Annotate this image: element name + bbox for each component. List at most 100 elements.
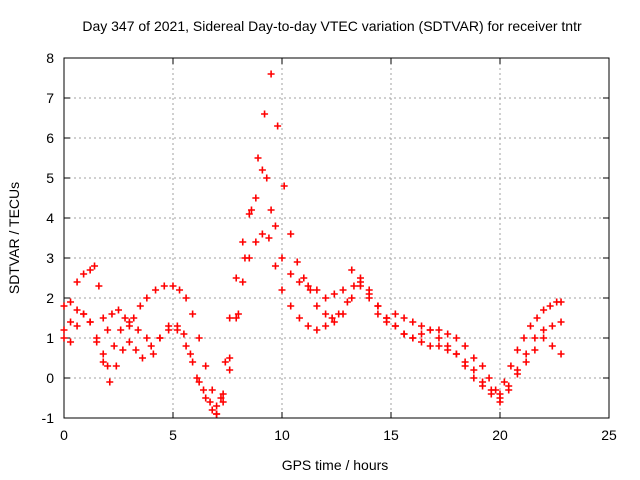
data-point (548, 322, 556, 330)
data-point (130, 314, 138, 322)
data-point (527, 322, 535, 330)
data-point (252, 194, 260, 202)
data-point (304, 282, 312, 290)
data-point (479, 362, 487, 370)
data-point (99, 358, 107, 366)
data-point (330, 318, 338, 326)
data-point (219, 390, 227, 398)
data-point (93, 338, 101, 346)
x-tick-label: 0 (60, 427, 68, 443)
data-point (258, 166, 266, 174)
data-point (91, 262, 99, 270)
y-tick-label: 2 (46, 290, 54, 306)
data-point (313, 286, 321, 294)
data-point (500, 378, 508, 386)
data-point (374, 302, 382, 310)
data-point (287, 230, 295, 238)
data-point (274, 122, 282, 130)
chart-title: Day 347 of 2021, Sidereal Day-to-day VTE… (82, 18, 582, 34)
data-point (226, 354, 234, 362)
data-point (435, 342, 443, 350)
data-point (125, 338, 133, 346)
data-point (435, 326, 443, 334)
data-point (95, 282, 103, 290)
data-point (213, 402, 221, 410)
data-point (348, 294, 356, 302)
data-point (143, 334, 151, 342)
data-point (232, 274, 240, 282)
data-point (195, 378, 203, 386)
data-point (339, 310, 347, 318)
data-point (322, 310, 330, 318)
data-point (409, 334, 417, 342)
data-point (522, 350, 530, 358)
data-point (470, 354, 478, 362)
data-point (86, 266, 94, 274)
data-point (418, 330, 426, 338)
data-point (239, 238, 247, 246)
data-point (67, 318, 75, 326)
data-point (522, 358, 530, 366)
data-point (452, 350, 460, 358)
data-point (540, 306, 548, 314)
data-point (557, 298, 565, 306)
data-point (300, 274, 308, 282)
data-point (180, 330, 188, 338)
data-point (99, 314, 107, 322)
x-axis-label: GPS time / hours (282, 457, 389, 473)
data-point (60, 302, 68, 310)
data-point (461, 358, 469, 366)
data-point (67, 298, 75, 306)
data-point (531, 334, 539, 342)
data-point (221, 358, 229, 366)
data-point (485, 374, 493, 382)
data-point (121, 314, 129, 322)
data-point (265, 234, 273, 242)
data-point (134, 326, 142, 334)
data-point (182, 294, 190, 302)
data-point (115, 306, 122, 314)
data-point (99, 350, 107, 358)
data-point (176, 286, 184, 294)
data-point (271, 262, 279, 270)
data-point (350, 282, 358, 290)
data-point (343, 298, 351, 306)
x-tick-label: 20 (492, 427, 508, 443)
axis-ticks: 0 5 10 15 20 25 -1 0 1 2 3 4 5 6 7 8 (42, 50, 617, 443)
data-point (152, 286, 160, 294)
data-point (234, 310, 242, 318)
data-point (195, 334, 203, 342)
data-point (271, 222, 279, 230)
data-point (189, 358, 197, 366)
data-point (169, 282, 177, 290)
data-point (73, 306, 81, 314)
data-point (400, 314, 408, 322)
data-point (173, 322, 181, 330)
data-point (531, 346, 539, 354)
data-point (328, 314, 336, 322)
data-point (383, 314, 391, 322)
data-point (143, 294, 151, 302)
data-point (165, 326, 173, 334)
data-point (479, 378, 487, 386)
data-point (160, 282, 168, 290)
data-point (117, 326, 125, 334)
data-point (119, 346, 127, 354)
data-point (313, 302, 321, 310)
data-point (112, 362, 120, 370)
data-point (217, 394, 225, 402)
grid (64, 58, 609, 418)
data-point (295, 278, 303, 286)
data-point (306, 286, 314, 294)
data-point (278, 286, 286, 294)
data-point (548, 342, 556, 350)
data-point (487, 386, 495, 394)
data-point (444, 330, 452, 338)
data-point (202, 362, 210, 370)
data-point (557, 318, 565, 326)
data-point (267, 206, 275, 214)
data-point (322, 294, 330, 302)
data-point (258, 230, 266, 238)
data-point (496, 398, 504, 406)
